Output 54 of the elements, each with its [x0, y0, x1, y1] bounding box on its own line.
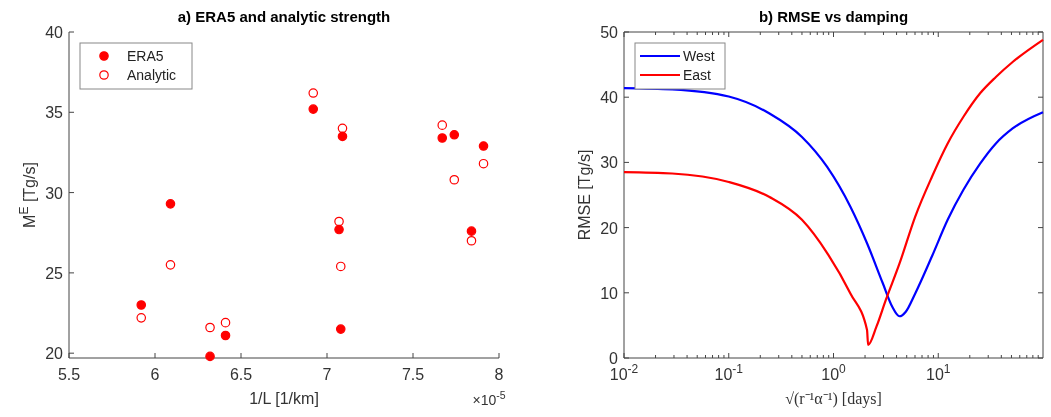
- point: [437, 133, 448, 143]
- legend-label: West: [683, 48, 715, 64]
- point: [220, 317, 231, 328]
- legend-label: Analytic: [127, 67, 177, 83]
- x-tick-label: 10$^{1}$: [926, 362, 951, 383]
- legend-label: East: [683, 67, 712, 83]
- y-tick-label: 40: [45, 24, 64, 41]
- y-tick-label: 25: [45, 264, 64, 282]
- y-axis-title: RMSE [Tg/s]: [576, 149, 593, 241]
- x-tick-label: 5.5: [57, 366, 81, 383]
- point: [337, 131, 348, 142]
- point: [220, 330, 231, 341]
- point: [449, 174, 460, 185]
- y-tick-label: 10: [600, 284, 619, 302]
- x-axis-title: √(r⁻¹α⁻¹) [days]: [785, 390, 882, 408]
- text: ×10$^{-5}$: [472, 389, 506, 408]
- point: [478, 158, 489, 169]
- point: [437, 120, 448, 130]
- point: [334, 216, 344, 227]
- x-tick-label: 10$^{0}$: [821, 362, 847, 383]
- point: [335, 324, 346, 334]
- y-tick-label: 20: [600, 219, 619, 237]
- point: [136, 313, 147, 323]
- x-tick-label: 7.5: [401, 366, 425, 383]
- point: [449, 129, 460, 140]
- x-tick-label: 7: [322, 366, 332, 383]
- point: [466, 226, 477, 236]
- point: [466, 235, 477, 246]
- point: [335, 261, 346, 272]
- y-tick-label: 30: [45, 184, 64, 202]
- point: [308, 88, 319, 98]
- chart-title: a) ERA5 and analytic strength: [177, 8, 391, 25]
- legend-label: ERA5: [127, 48, 164, 64]
- point: [136, 300, 147, 310]
- point: [334, 224, 344, 235]
- chart-title: b) RMSE vs damping: [758, 8, 909, 25]
- x-axis-title: 1/L [1/km]: [249, 390, 319, 407]
- point: [165, 260, 176, 270]
- x-tick-label: 8: [494, 366, 504, 383]
- x-tick-label: 10$^{-1}$: [714, 362, 744, 383]
- point: [205, 351, 215, 362]
- point: [165, 199, 176, 209]
- x-tick-label: 6.5: [229, 366, 253, 383]
- point: [205, 322, 215, 333]
- y-tick-label: 30: [600, 154, 619, 172]
- y-tick-label: 35: [45, 104, 64, 122]
- y-tick-label: 0: [609, 350, 619, 367]
- point: [478, 141, 489, 151]
- y-tick-label: 40: [600, 89, 619, 107]
- y-tick-label: 50: [600, 24, 619, 41]
- point: [337, 123, 348, 134]
- point: [308, 104, 319, 114]
- y-tick-label: 20: [45, 345, 64, 363]
- x-tick-label: 6: [150, 366, 160, 383]
